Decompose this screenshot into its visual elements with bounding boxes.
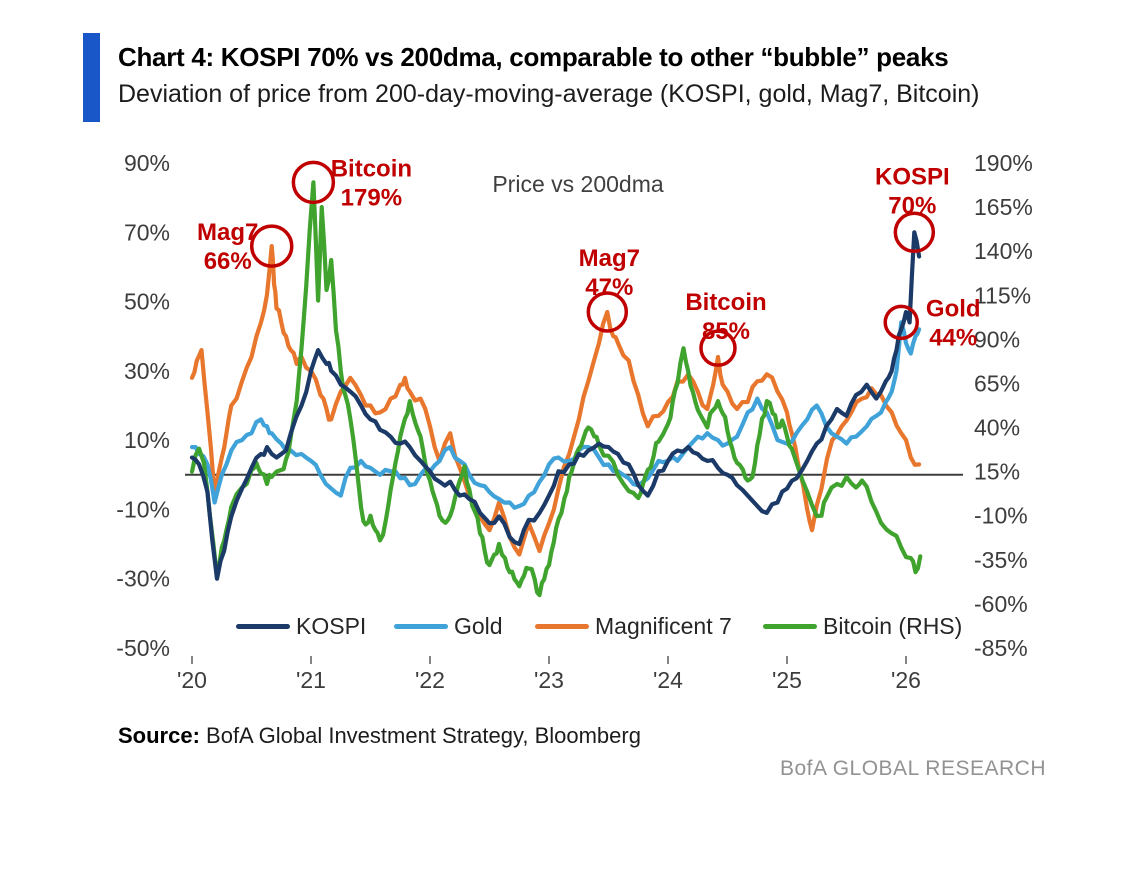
x-axis-tick-label: '23 bbox=[534, 667, 564, 693]
legend-swatch bbox=[394, 623, 448, 629]
annotation-circle-gold-44 bbox=[883, 304, 919, 341]
x-axis-tick-label: '24 bbox=[653, 667, 683, 693]
legend-label: Bitcoin (RHS) bbox=[823, 612, 963, 639]
chart-subtitle: Deviation of price from 200-day-moving-a… bbox=[118, 80, 980, 108]
legend-swatch bbox=[535, 623, 589, 629]
annotation-circle-mag7-47 bbox=[586, 291, 629, 333]
annotation-circle-kospi-70 bbox=[893, 211, 936, 254]
annotation-label-mag7-66: Mag7 bbox=[197, 219, 258, 246]
series-line-kospi bbox=[189, 230, 922, 581]
legend-item-magnificent-7: Magnificent 7 bbox=[535, 611, 732, 641]
chart-title: Chart 4: KOSPI 70% vs 200dma, comparable… bbox=[118, 42, 949, 72]
annotation-circle-bitcoin-179 bbox=[291, 160, 336, 205]
legend-item-kospi: KOSPI bbox=[236, 611, 366, 641]
left-axis-tick-label: -10% bbox=[116, 496, 170, 522]
annotation-label-kospi-70: 70% bbox=[888, 192, 936, 219]
x-axis-tick-label: '21 bbox=[296, 667, 326, 693]
right-axis-tick-label: 15% bbox=[974, 459, 1020, 485]
series-line-gold bbox=[189, 320, 922, 510]
annotation-label-bitcoin-85: Bitcoin bbox=[685, 289, 766, 316]
legend-label: Magnificent 7 bbox=[595, 612, 732, 639]
legend-item-bitcoin-rhs: Bitcoin (RHS) bbox=[763, 611, 962, 641]
x-axis-tick-label: '25 bbox=[772, 667, 802, 693]
legend-label: Gold bbox=[454, 612, 503, 639]
x-axis-tick-label: '26 bbox=[891, 667, 921, 693]
source-label: Source: bbox=[118, 723, 200, 748]
x-axis-tick-label: '22 bbox=[415, 667, 445, 693]
right-axis-tick-label: -10% bbox=[974, 503, 1028, 529]
right-axis-tick-label: 115% bbox=[974, 282, 1031, 308]
left-axis-tick-label: 10% bbox=[124, 427, 170, 453]
legend-item-gold: Gold bbox=[394, 611, 503, 641]
right-axis-tick-label: 140% bbox=[974, 238, 1033, 264]
left-axis-tick-label: 50% bbox=[124, 289, 170, 315]
left-axis-tick-label: -30% bbox=[116, 566, 170, 592]
right-axis-tick-label: 90% bbox=[974, 326, 1020, 352]
brand-footer: BofA GLOBAL RESEARCH bbox=[780, 757, 1046, 780]
left-axis-tick-label: 30% bbox=[124, 358, 170, 384]
right-axis-tick-label: -85% bbox=[974, 635, 1028, 661]
legend-label: KOSPI bbox=[296, 612, 367, 639]
x-axis-tick-label: '20 bbox=[177, 667, 207, 693]
series-line-magnificent-7 bbox=[189, 244, 922, 557]
annotation-label-bitcoin-85: 85% bbox=[702, 318, 750, 345]
annotation-label-kospi-70: KOSPI bbox=[875, 163, 950, 190]
chart-note: Price vs 200dma bbox=[492, 171, 664, 197]
annotation-label-mag7-66: 66% bbox=[204, 248, 252, 275]
annotation-label-gold-44: Gold bbox=[926, 295, 981, 322]
source-line: Source: BofA Global Investment Strategy,… bbox=[118, 723, 641, 749]
source-text: BofA Global Investment Strategy, Bloombe… bbox=[199, 723, 641, 748]
annotation-label-bitcoin-179: 179% bbox=[341, 184, 402, 211]
chart-legend: KOSPI Gold Magnificent 7 Bitcoin (RHS) bbox=[0, 611, 1135, 641]
right-axis-tick-label: 190% bbox=[974, 150, 1033, 176]
right-axis-tick-label: -60% bbox=[974, 591, 1028, 617]
left-axis-tick-label: 70% bbox=[124, 219, 170, 245]
right-axis-tick-label: 40% bbox=[974, 415, 1020, 441]
series-line-bitcoin-rhs bbox=[189, 180, 923, 598]
annotation-circle-bitcoin-85 bbox=[699, 329, 737, 367]
annotation-label-mag7-47: 47% bbox=[585, 274, 633, 301]
annotation-circle-mag7-66 bbox=[249, 224, 294, 268]
left-axis-tick-label: 90% bbox=[124, 150, 170, 176]
right-axis-tick-label: -35% bbox=[974, 547, 1028, 573]
right-axis-tick-label: 165% bbox=[974, 194, 1033, 220]
annotation-label-bitcoin-179: Bitcoin bbox=[331, 155, 412, 182]
annotation-label-gold-44: 44% bbox=[929, 324, 977, 351]
legend-swatch bbox=[236, 623, 290, 629]
annotation-label-mag7-47: Mag7 bbox=[579, 245, 640, 272]
right-axis-tick-label: 65% bbox=[974, 370, 1020, 396]
left-axis-tick-label: -50% bbox=[116, 635, 170, 661]
title-accent-bar bbox=[83, 33, 100, 122]
legend-swatch bbox=[763, 623, 817, 629]
